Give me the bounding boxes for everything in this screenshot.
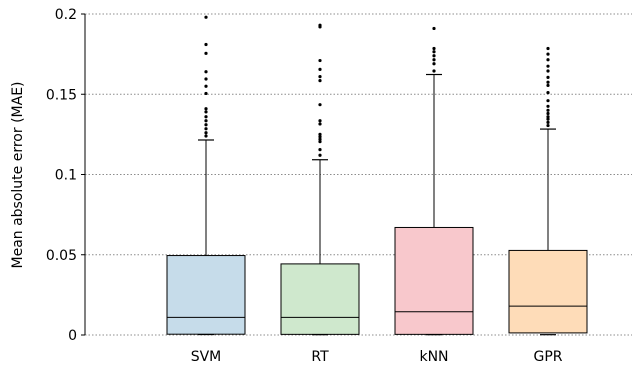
outlier-point	[432, 46, 436, 51]
outlier-point	[546, 104, 550, 108]
outlier-point	[204, 131, 208, 135]
category-labels: SVM RT kNN GPR	[191, 349, 563, 365]
outlier-point	[546, 123, 550, 128]
outlier-point	[318, 67, 322, 71]
outlier-point	[546, 83, 550, 88]
outlier-point	[204, 84, 208, 88]
outlier-point	[546, 99, 550, 103]
outlier-point	[432, 26, 436, 31]
outlier-point	[546, 75, 550, 79]
outlier-point	[204, 42, 208, 47]
outlier-point	[546, 117, 550, 121]
outlier-point	[204, 115, 208, 119]
outlier-point	[318, 79, 322, 83]
x-tick-label: GPR	[533, 349, 562, 365]
outlier-point	[318, 103, 322, 107]
box-knn	[394, 26, 474, 336]
outlier-point	[546, 115, 550, 119]
iqr-box	[394, 226, 474, 335]
x-tick-label: RT	[311, 349, 329, 365]
iqr-box	[280, 263, 360, 335]
outlier-point	[546, 111, 550, 116]
outlier-point	[318, 122, 322, 126]
y-tick-label: 0.1	[55, 168, 77, 184]
box-svm	[166, 15, 246, 336]
outlier-point	[318, 23, 322, 27]
outlier-point	[546, 58, 550, 62]
outlier-point	[204, 119, 208, 123]
outlier-point	[204, 51, 208, 55]
boxes	[166, 15, 588, 336]
outlier-point	[204, 70, 208, 74]
outlier-point	[432, 54, 436, 58]
y-tick-label: 0.2	[55, 7, 77, 23]
outlier-point	[546, 91, 550, 95]
outlier-point	[318, 139, 322, 144]
outlier-point	[318, 153, 322, 157]
outlier-point	[204, 110, 208, 114]
outlier-point	[546, 120, 550, 124]
y-axis-title: Mean absolute error (MAE)	[10, 81, 26, 268]
outlier-point	[546, 64, 550, 68]
outlier-point	[204, 77, 208, 81]
box-rt	[280, 23, 360, 336]
y-tick-label: 0.15	[46, 87, 77, 103]
outlier-point	[432, 69, 436, 73]
outlier-point	[204, 123, 208, 127]
outlier-point	[204, 107, 208, 111]
iqr-box	[508, 249, 588, 334]
outlier-point	[318, 137, 322, 141]
outlier-point	[546, 80, 550, 84]
outlier-point	[318, 58, 322, 63]
x-tick-label: SVM	[191, 349, 222, 365]
y-tick-label: 0.05	[46, 248, 77, 264]
outlier-point	[318, 119, 322, 123]
outlier-point	[318, 132, 322, 136]
outlier-point	[432, 62, 436, 66]
outlier-point	[432, 50, 436, 54]
outlier-point	[204, 134, 208, 138]
y-axis: 0 0.05 0.1 0.15 0.2	[46, 7, 86, 344]
outlier-point	[546, 108, 550, 112]
outlier-point	[432, 58, 436, 62]
outlier-point	[546, 46, 550, 51]
y-tick-label: 0	[68, 328, 77, 344]
outlier-point	[318, 135, 322, 139]
iqr-box	[166, 255, 246, 335]
outlier-point	[204, 127, 208, 131]
outlier-point	[318, 74, 322, 79]
box-gpr	[508, 46, 588, 336]
outlier-point	[204, 15, 208, 19]
outlier-point	[204, 91, 208, 96]
outlier-point	[546, 52, 550, 56]
outlier-point	[546, 69, 550, 73]
outlier-point	[318, 148, 322, 152]
x-tick-label: kNN	[419, 349, 448, 365]
